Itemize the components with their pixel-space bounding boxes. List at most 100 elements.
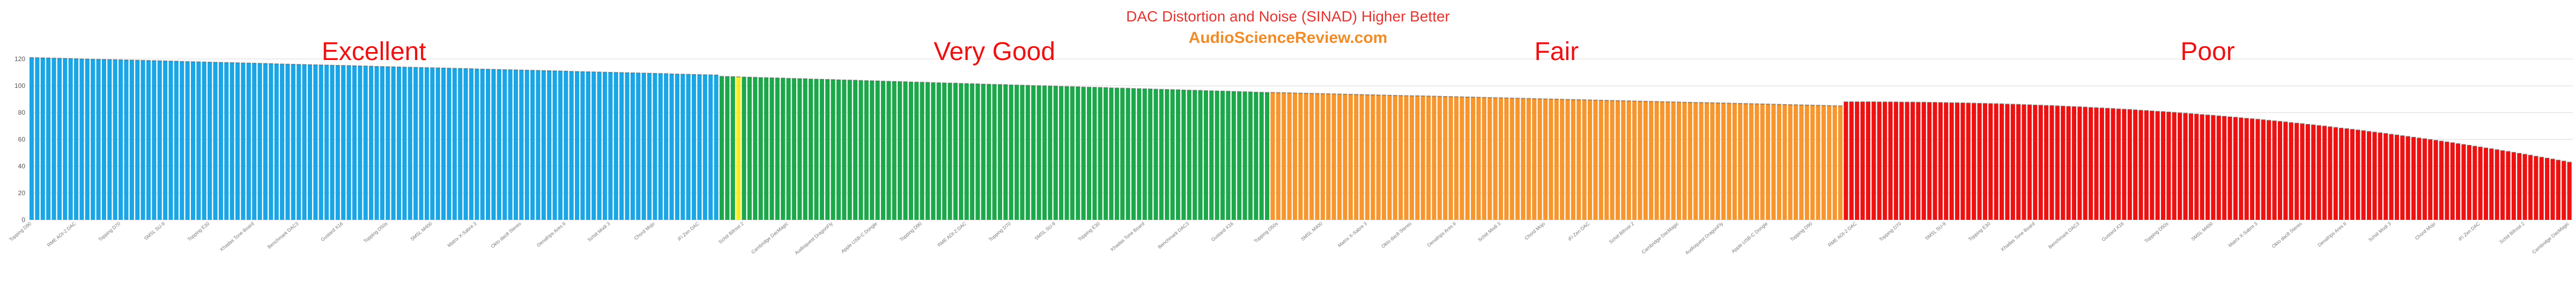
bar-354 xyxy=(2000,103,2004,220)
bar-182 xyxy=(1042,86,1047,220)
bar-cap-401 xyxy=(2261,119,2266,121)
bar-292 xyxy=(1654,101,1659,220)
bar-235 xyxy=(1337,94,1342,220)
bar-cap-36 xyxy=(230,62,234,63)
x-tick-label-48: Benchmark DAC3 xyxy=(267,221,300,250)
bar-cap-143 xyxy=(825,79,830,80)
bar-183 xyxy=(1048,86,1053,220)
bar-cap-251 xyxy=(1426,95,1431,97)
bar-154 xyxy=(886,81,891,220)
bar-231 xyxy=(1315,93,1320,220)
bar-59 xyxy=(358,66,362,220)
bar-cap-39 xyxy=(246,62,251,64)
x-tick-label-320: Topping D90 xyxy=(1789,221,1813,242)
bar-119 xyxy=(692,75,697,220)
bar-220 xyxy=(1254,92,1259,220)
bar-cap-58 xyxy=(352,65,357,66)
bar-9 xyxy=(79,59,84,220)
x-tick-label-152: Apple USB-C Dongle xyxy=(840,221,878,254)
bar-cap-119 xyxy=(692,74,697,75)
bar-cap-310 xyxy=(1755,103,1759,105)
bar-454 xyxy=(2556,160,2560,220)
bar-cap-44 xyxy=(274,63,279,65)
bar-78 xyxy=(463,69,468,220)
bar-cap-31 xyxy=(202,61,206,63)
bar-294 xyxy=(1665,102,1670,220)
bar-cap-100 xyxy=(586,71,590,72)
x-tick-label-352: Topping E30 xyxy=(1967,221,1992,242)
bar-cap-455 xyxy=(2562,160,2566,162)
bar-cap-270 xyxy=(1532,98,1537,99)
bar-cap-128 xyxy=(742,76,746,78)
bar-cap-123 xyxy=(714,75,719,76)
bar-cap-159 xyxy=(914,82,919,83)
bar-190 xyxy=(1086,87,1092,220)
bar-339 xyxy=(1916,102,1921,220)
bar-350 xyxy=(1977,103,1982,220)
bar-325 xyxy=(1838,106,1843,220)
bar-cap-195 xyxy=(1114,87,1119,89)
bar-cap-322 xyxy=(1821,105,1826,106)
bar-cap-42 xyxy=(263,63,268,64)
bar-cap-79 xyxy=(469,68,474,70)
bar-62 xyxy=(374,66,379,220)
bar-cap-209 xyxy=(1193,90,1197,91)
bar-106 xyxy=(619,72,624,220)
bar-70 xyxy=(419,68,424,220)
bar-cap-73 xyxy=(435,67,440,69)
bar-324 xyxy=(1832,106,1837,220)
bar-cap-126 xyxy=(730,76,735,77)
bar-cap-224 xyxy=(1276,92,1280,93)
bar-42 xyxy=(263,63,268,220)
x-tick-label-88: Okto dac8 Stereo xyxy=(490,221,522,249)
bar-cap-454 xyxy=(2556,159,2560,161)
bar-cap-63 xyxy=(380,66,384,68)
bar-362 xyxy=(2044,105,2049,220)
bar-144 xyxy=(831,79,835,220)
bar-135 xyxy=(781,78,786,220)
bar-406 xyxy=(2289,122,2293,220)
bar-cap-358 xyxy=(2022,104,2026,106)
x-tick-label-432: Chord Mojo xyxy=(2414,221,2437,241)
bar-cap-380 xyxy=(2144,110,2149,112)
bar-343 xyxy=(1938,102,1943,220)
bar-cap-321 xyxy=(1816,105,1820,106)
bar-263 xyxy=(1493,98,1498,220)
tier-label-very-good: Very Good xyxy=(934,38,1055,66)
bar-cap-17 xyxy=(124,60,129,61)
bar-25 xyxy=(168,61,173,220)
bar-310 xyxy=(1755,103,1759,220)
bar-31 xyxy=(202,62,206,220)
bar-46 xyxy=(285,64,290,220)
bar-27 xyxy=(180,61,184,220)
bar-cap-1 xyxy=(35,57,40,58)
bar-75 xyxy=(447,68,451,220)
bar-cap-444 xyxy=(2500,150,2505,151)
bar-283 xyxy=(1604,100,1609,220)
bar-cap-49 xyxy=(302,64,307,65)
bar-cap-413 xyxy=(2328,126,2333,128)
x-tick-label-176: Topping D70 xyxy=(988,221,1012,242)
bar-204 xyxy=(1165,90,1169,220)
bar-cap-434 xyxy=(2445,141,2449,143)
bar-371 xyxy=(2094,108,2099,220)
bar-cap-182 xyxy=(1042,85,1047,87)
bar-21 xyxy=(146,61,151,220)
bar-cap-341 xyxy=(1927,102,1932,103)
bar-403 xyxy=(2272,121,2277,220)
bar-345 xyxy=(1949,102,1954,220)
bar-26 xyxy=(174,61,179,220)
bar-cap-243 xyxy=(1381,94,1387,96)
x-tick-label-272: Chord Mojo xyxy=(1523,221,1546,241)
bar-cap-344 xyxy=(1944,102,1949,103)
bar-302 xyxy=(1710,102,1715,220)
bar-123 xyxy=(714,75,719,220)
bar-cap-55 xyxy=(335,65,340,66)
bar-172 xyxy=(987,84,991,220)
bar-148 xyxy=(853,80,858,220)
bar-cap-153 xyxy=(880,80,886,82)
x-tick-label-64: Topping D50s xyxy=(362,221,389,244)
bar-cap-236 xyxy=(1343,93,1348,95)
bar-cap-391 xyxy=(2205,114,2210,116)
bar-365 xyxy=(2061,106,2066,220)
